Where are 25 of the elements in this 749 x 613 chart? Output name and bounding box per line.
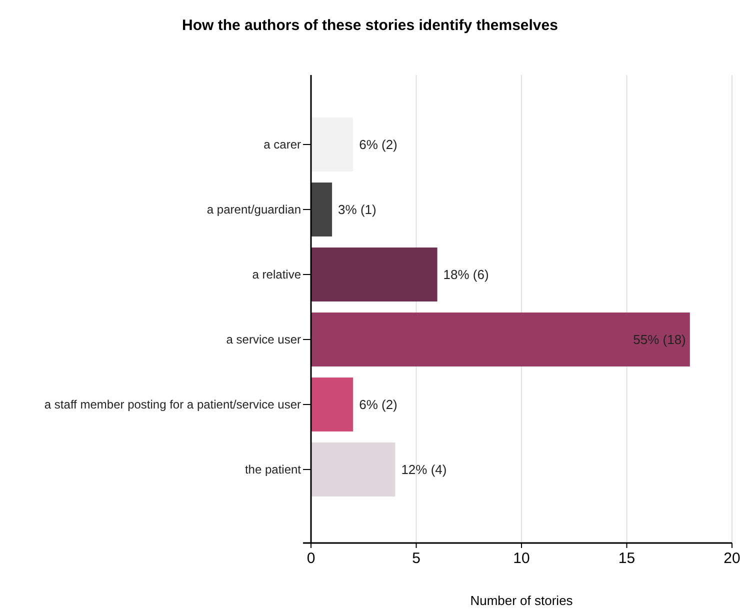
data-label: 12% (4) [401,462,447,478]
data-label: 55% (18) [633,332,686,348]
y-tick-label: the patient [244,462,302,477]
bar [311,378,354,432]
x-tick-label: 20 [724,550,740,567]
y-tick-label: a carer [264,138,301,152]
y-tick-label: a service user [226,332,301,347]
y-tick-label: a staff member posting for a patient/service user [44,398,301,412]
y-tick-label: a parent/guardian [206,202,301,217]
bar [311,248,438,302]
y-tick-label: a relative [252,268,302,282]
bar [311,442,396,496]
x-axis-title: Number of stories [470,593,574,608]
bar [311,312,690,366]
chart-title: How the authors of these stories identify themselves [182,17,558,34]
bar [311,118,354,172]
bar [311,182,332,236]
data-label: 6% (2) [359,397,398,412]
data-label: 18% (6) [443,267,489,282]
x-tick-label: 15 [618,550,636,567]
data-label: 6% (2) [359,137,398,152]
data-label: 3% (1) [338,202,376,218]
x-tick-label: 5 [412,550,420,567]
x-tick-label: 10 [513,550,530,567]
x-tick-label: 0 [306,550,316,567]
